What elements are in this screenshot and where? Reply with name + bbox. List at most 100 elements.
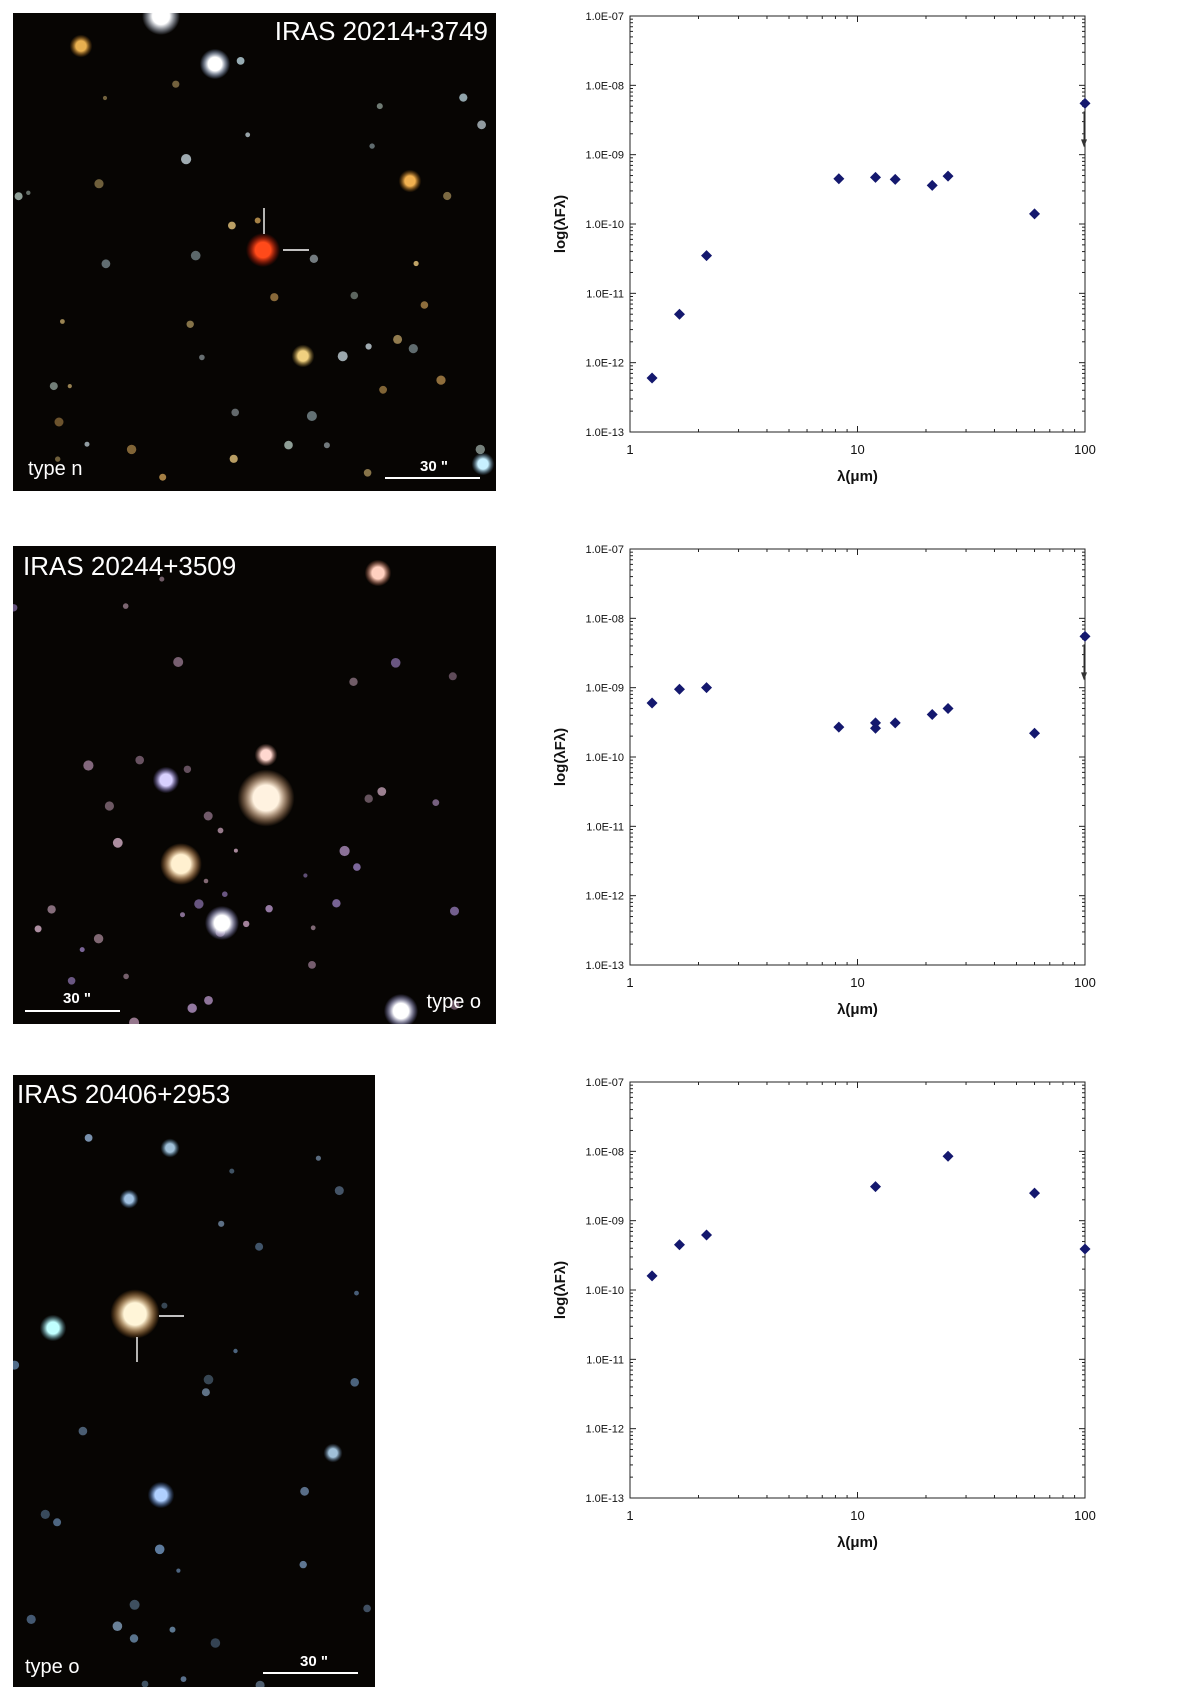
star [93,934,104,944]
star [471,452,495,476]
data-point [889,717,901,729]
y-tick-label: 1.0E-13 [585,960,624,972]
star [354,1290,359,1296]
star [229,1168,235,1174]
plot-frame [629,548,1086,966]
data-point [1079,1243,1091,1255]
star [123,973,129,980]
star [475,444,485,455]
data-point [926,709,938,721]
star [172,80,180,88]
data-point [1079,630,1091,642]
star [210,1638,221,1648]
star [84,1134,93,1142]
star [393,334,403,344]
type-label: type n [28,458,83,480]
type-label: type o [426,991,481,1013]
star [255,1680,265,1687]
x-tick-label: 1 [626,1508,633,1523]
star [152,766,180,794]
star [334,1186,344,1196]
scale-label: 30 " [420,458,448,475]
star [40,1509,50,1519]
y-tick-label: 1.0E-12 [585,358,624,370]
y-tick-label: 1.0E-08 [585,613,624,625]
y-axis-label: log(λFλ) [552,728,569,786]
y-tick-label: 1.0E-10 [585,219,624,231]
x-tick-label: 100 [1074,1508,1096,1523]
y-tick-label: 1.0E-07 [585,1077,624,1089]
star [233,1348,238,1354]
data-point [1079,97,1091,109]
image-title: IRAS 20406+2953 [17,1079,231,1109]
y-tick-label: 1.0E-07 [585,11,624,23]
star [243,920,250,928]
x-tick-label: 100 [1074,442,1096,457]
star [147,1481,175,1509]
y-tick-label: 1.0E-11 [586,1354,624,1366]
star [364,559,392,587]
sed-chart-1: 1.0E-13 1.0E-12 1.0E-11 1.0E-10 1.0E-09 1.0E-… [552,11,1096,485]
y-tick-label: 1.0E-09 [585,683,624,695]
data-point [833,721,845,733]
data-point [646,372,658,384]
star [203,811,213,821]
star [323,442,330,449]
star [142,13,180,35]
star [315,1155,321,1161]
star [398,169,422,193]
star [84,441,90,447]
star [67,977,76,985]
y-tick-label: 1.0E-10 [585,752,624,764]
star [101,259,111,269]
star [369,143,375,149]
star [337,351,348,362]
star [141,1680,149,1687]
star [218,1220,225,1227]
data-point [646,1270,658,1282]
y-axis-label: log(λFλ) [552,195,569,253]
data-point [942,703,954,715]
sky-image-2: IRAS 20244+3509 type o 30 " [13,546,496,1024]
star [186,320,194,328]
star [13,604,18,612]
star [299,1560,307,1569]
star [176,1568,181,1573]
y-tick-label: 1.0E-09 [585,1216,624,1228]
star [199,354,205,361]
star [169,1626,176,1633]
data-point [1029,208,1041,220]
data-point [646,697,658,709]
star [308,961,316,969]
star [300,1486,309,1496]
star [309,254,319,263]
scale-label: 30 " [300,1653,328,1670]
star [254,743,278,767]
star [126,444,137,455]
sky-image-1: IRAS 20214+3749 type n 30 " [13,13,496,491]
panel-row-1: IRAS 20214+3749 type n 30 " 1.0E-13 1.0E-… [0,0,1200,540]
target-marker [136,1315,184,1362]
star [79,947,85,953]
star [363,469,372,477]
star [203,878,209,884]
upper-limit-arrowhead [1081,139,1087,148]
star [55,456,61,462]
star [13,1360,20,1370]
star [159,576,165,582]
data-point [1029,727,1041,739]
star [34,925,42,933]
y-tick-label: 1.0E-08 [585,1146,624,1158]
star [310,925,316,931]
star [104,801,114,811]
star [379,385,387,394]
star [231,408,239,417]
sed-chart-3: 1.0E-13 1.0E-12 1.0E-11 1.0E-10 1.0E-09 1.0E-… [552,1077,1096,1551]
star [450,906,459,916]
star [78,1426,88,1436]
star [245,132,251,138]
star-field [13,1134,371,1687]
x-tick-label: 10 [850,1508,864,1523]
data-point [833,173,845,185]
star [306,411,317,421]
